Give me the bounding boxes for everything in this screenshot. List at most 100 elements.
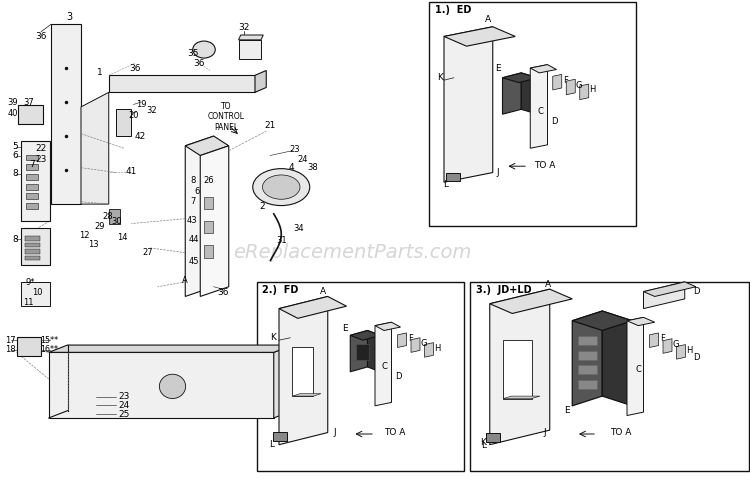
Text: L: L [443,180,448,189]
Bar [446,173,460,181]
Polygon shape [644,282,685,309]
Bar [26,184,38,190]
Text: 13: 13 [88,240,98,249]
Text: D: D [693,353,699,362]
Text: F: F [563,76,568,85]
Polygon shape [255,70,266,92]
Bar [292,347,314,396]
Bar [26,174,38,180]
Text: 3.)  JD+LD: 3.) JD+LD [476,285,532,295]
Circle shape [253,169,310,206]
Polygon shape [503,73,538,83]
Polygon shape [676,345,686,359]
Bar [26,203,38,209]
Text: E: E [495,64,501,72]
Text: 43: 43 [187,216,197,225]
Text: TO A: TO A [535,161,556,170]
Bar [116,109,131,136]
Polygon shape [292,394,321,396]
Text: 14: 14 [117,233,128,242]
Bar [21,141,50,221]
Text: 1: 1 [97,69,103,77]
Bar [578,336,597,345]
Polygon shape [580,84,589,100]
Bar [486,433,500,442]
Bar [578,351,597,360]
Text: E: E [564,406,570,415]
Text: 35: 35 [188,49,200,58]
Text: 5: 5 [12,142,18,151]
Text: 31: 31 [277,236,287,245]
Bar [25,256,40,260]
Polygon shape [279,296,346,318]
Polygon shape [566,79,575,95]
Text: 6: 6 [194,187,200,196]
Polygon shape [350,330,368,372]
Text: A: A [484,15,490,24]
Text: 6: 6 [12,151,18,160]
Text: C: C [537,107,543,116]
Text: K: K [480,438,486,447]
Text: 36: 36 [35,32,47,41]
Bar [256,282,464,471]
Polygon shape [663,339,672,353]
Text: J: J [543,428,546,437]
Polygon shape [490,289,550,445]
Text: J: J [496,168,500,177]
Polygon shape [572,311,602,406]
Bar [503,340,532,399]
Text: 23: 23 [290,145,300,154]
Text: 10: 10 [32,288,43,297]
Text: 16**: 16** [40,346,58,354]
Text: H: H [434,344,440,353]
Text: 45: 45 [189,257,200,266]
Polygon shape [553,74,562,90]
Polygon shape [530,65,556,73]
Bar [18,105,43,124]
Polygon shape [490,289,572,313]
Text: 36: 36 [129,64,141,72]
Text: eReplacementParts.com: eReplacementParts.com [233,243,472,262]
Polygon shape [444,27,515,46]
Text: 27: 27 [142,248,153,257]
Polygon shape [109,75,255,92]
Text: 22: 22 [36,144,46,153]
Text: 44: 44 [189,235,200,243]
Bar [429,2,636,226]
Text: D: D [395,372,401,381]
Polygon shape [279,296,328,445]
Bar [470,282,748,471]
Text: A: A [182,277,188,285]
Polygon shape [411,338,420,352]
Bar [26,164,38,170]
Polygon shape [572,311,632,330]
Text: 17: 17 [5,336,16,345]
Polygon shape [375,322,400,330]
Text: 7: 7 [190,197,196,206]
Polygon shape [530,65,548,148]
Text: 38: 38 [308,163,318,172]
Text: 8: 8 [12,235,18,243]
Bar [26,193,38,199]
Polygon shape [375,322,392,406]
Bar [204,197,213,209]
Bar [356,344,369,360]
Polygon shape [350,330,380,340]
Text: 19: 19 [136,100,146,109]
Polygon shape [49,345,292,352]
Text: 30: 30 [111,217,122,226]
Text: A: A [320,287,326,296]
Text: C: C [635,365,641,374]
Text: 7: 7 [29,160,35,169]
Text: A: A [544,280,550,289]
Polygon shape [368,330,380,372]
Text: F: F [408,334,413,343]
Text: C: C [381,363,387,371]
Polygon shape [644,282,696,296]
Polygon shape [444,27,493,182]
Ellipse shape [159,374,186,399]
Bar [26,155,38,160]
Text: L: L [269,440,274,449]
Text: G: G [576,81,582,89]
Text: 39: 39 [8,98,18,106]
